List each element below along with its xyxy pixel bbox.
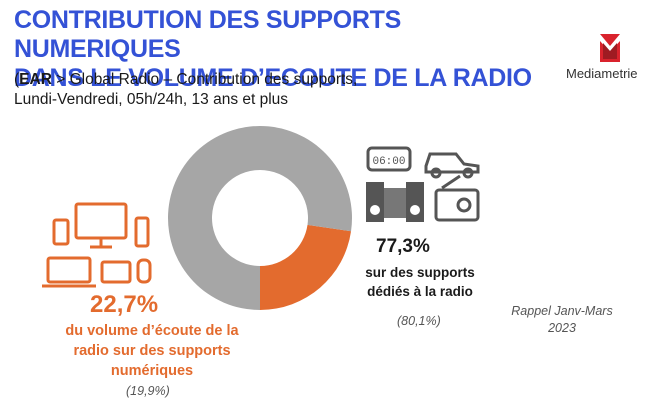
subtitle-line-2: Lundi-Vendredi, 05h/24h, 13 ans et plus <box>14 91 289 108</box>
recall-line-2: 2023 <box>548 321 576 335</box>
subtitle-paren: ( <box>14 71 20 88</box>
dedicated-description-line-1: sur des supports <box>365 265 475 280</box>
dedicated-percentage-label: 77,3% <box>376 236 430 257</box>
hifi-speakers-icon <box>366 182 424 222</box>
digital-description-line-3: numériques <box>110 363 194 379</box>
donut-chart <box>168 126 352 310</box>
slice-digital <box>260 224 352 310</box>
radio-devices-icons: 06:00 <box>366 146 480 222</box>
digital-previous-value: (19,9%) <box>126 384 170 398</box>
digital-description-line-2: radio sur des supports <box>73 343 231 359</box>
logo-wordmark: Mediametrie <box>566 66 638 81</box>
transistor-radio-icon <box>434 174 480 222</box>
mediametrie-logo-icon <box>600 34 620 62</box>
tablet-icon <box>100 260 132 284</box>
digital-description-line-1: du volume d’écoute de la <box>65 323 239 339</box>
dedicated-description-label: sur des supports dédiés à la radio <box>340 263 500 301</box>
page-subtitle: (EAR > Global Radio – Contribution des s… <box>14 70 534 110</box>
laptop-icon <box>42 256 96 288</box>
subtitle-ear: EAR <box>19 71 52 88</box>
car-icon <box>424 152 480 179</box>
subtitle-line-1-text: > Global Radio – Contribution des suppor… <box>51 71 358 88</box>
smart-speaker-icon <box>136 258 152 284</box>
tower-pc-icon <box>134 216 150 248</box>
slice-dedicated-radio <box>168 126 352 310</box>
digital-percentage-label: 22,7% <box>90 291 159 318</box>
recall-line-1: Rappel Janv-Mars <box>511 304 613 318</box>
title-line-1: CONTRIBUTION DES SUPPORTS NUMERIQUES <box>14 6 401 63</box>
title-line-2: DANS LE VOLUME D’ECOUTE DE LA RADIO <box>14 64 532 92</box>
subtitle-line-1: (EAR > Global Radio – Contribution des s… <box>14 70 534 90</box>
clock-radio-display: 06:00 <box>372 156 405 168</box>
digital-devices-icons <box>42 202 152 288</box>
dedicated-description-line-2: dédiés à la radio <box>367 284 473 299</box>
recall-note: Rappel Janv-Mars 2023 <box>496 303 628 337</box>
smartphone-icon <box>52 218 70 246</box>
page-title: CONTRIBUTION DES SUPPORTS NUMERIQUES DAN… <box>14 6 574 93</box>
dedicated-previous-value: (80,1%) <box>397 314 441 328</box>
digital-description-label: du volume d’écoute de la radio sur des s… <box>22 321 282 381</box>
monitor-icon <box>74 202 128 249</box>
clock-radio-icon: 06:00 <box>366 146 412 172</box>
